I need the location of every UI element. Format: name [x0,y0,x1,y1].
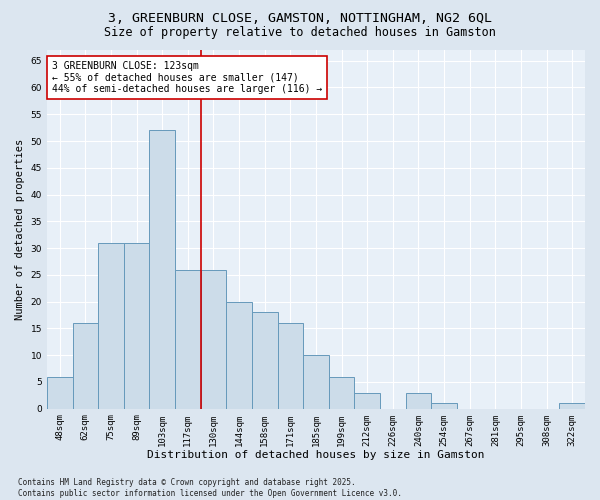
Bar [73,323,98,408]
Bar [149,130,175,408]
Bar [47,376,73,408]
X-axis label: Distribution of detached houses by size in Gamston: Distribution of detached houses by size … [147,450,485,460]
Text: 3 GREENBURN CLOSE: 123sqm
← 55% of detached houses are smaller (147)
44% of semi: 3 GREENBURN CLOSE: 123sqm ← 55% of detac… [52,61,323,94]
Bar [252,312,278,408]
Bar [175,270,200,408]
Text: Size of property relative to detached houses in Gamston: Size of property relative to detached ho… [104,26,496,39]
Bar [355,392,380,408]
Text: Contains HM Land Registry data © Crown copyright and database right 2025.
Contai: Contains HM Land Registry data © Crown c… [18,478,402,498]
Bar [278,323,303,408]
Bar [98,242,124,408]
Bar [124,242,149,408]
Y-axis label: Number of detached properties: Number of detached properties [15,138,25,320]
Bar [431,404,457,408]
Bar [329,376,355,408]
Bar [226,302,252,408]
Text: 3, GREENBURN CLOSE, GAMSTON, NOTTINGHAM, NG2 6QL: 3, GREENBURN CLOSE, GAMSTON, NOTTINGHAM,… [108,12,492,26]
Bar [406,392,431,408]
Bar [559,404,585,408]
Bar [303,355,329,408]
Bar [200,270,226,408]
